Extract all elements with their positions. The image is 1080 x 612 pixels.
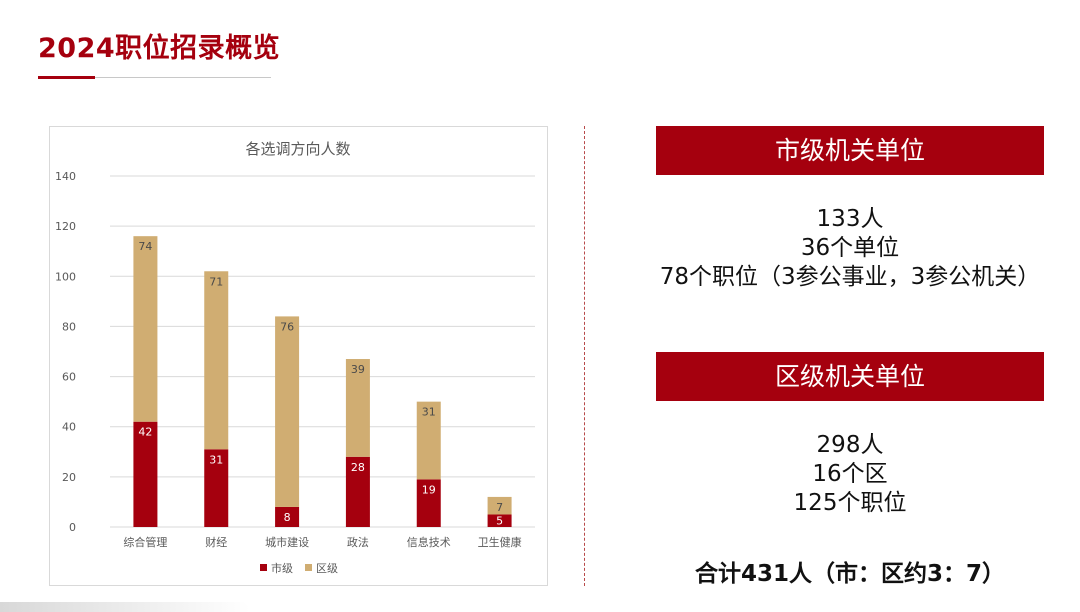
data-label: 8 bbox=[284, 511, 291, 524]
stacked-bar-chart: 各选调方向人数 0 20 40 60 80 100 120 140 42 74 综合管理 31 71 财经 8… bbox=[55, 140, 535, 575]
district-info-line: 298人 bbox=[816, 432, 884, 458]
city-info: 133人 36个单位 78个职位（3参公事业，3参公机关） bbox=[600, 205, 1080, 292]
data-label: 31 bbox=[422, 406, 436, 419]
x-tick-label: 财经 bbox=[205, 535, 227, 549]
chart-title: 各选调方向人数 bbox=[245, 140, 350, 158]
bar-city bbox=[416, 479, 441, 527]
legend-swatch-city bbox=[260, 564, 267, 571]
data-label: 42 bbox=[138, 426, 152, 439]
title-accent-rule bbox=[38, 76, 95, 79]
y-tick-label: 0 bbox=[69, 521, 76, 534]
bar-city bbox=[487, 514, 512, 527]
data-label: 5 bbox=[496, 515, 503, 528]
bar-city bbox=[275, 506, 300, 527]
data-label: 71 bbox=[209, 275, 223, 288]
page-title: 2024职位招录概览 bbox=[38, 33, 281, 64]
y-tick-label: 80 bbox=[62, 320, 76, 333]
data-label: 7 bbox=[496, 501, 503, 514]
x-tick-label: 卫生健康 bbox=[478, 535, 522, 549]
data-label: 28 bbox=[351, 461, 365, 474]
y-tick-label: 140 bbox=[55, 170, 76, 183]
x-tick-label: 综合管理 bbox=[123, 535, 167, 549]
title-underline bbox=[95, 77, 271, 78]
bar-district bbox=[204, 271, 229, 450]
x-tick-label: 政法 bbox=[347, 535, 369, 549]
city-info-line: 36个单位 bbox=[800, 235, 900, 261]
bar-district bbox=[416, 401, 441, 480]
district-info-line: 16个区 bbox=[812, 461, 888, 487]
city-info-line: 133人 bbox=[816, 206, 884, 232]
dashed-divider bbox=[584, 126, 585, 586]
y-tick-label: 100 bbox=[55, 270, 76, 283]
legend-swatch-district bbox=[305, 564, 312, 571]
x-tick-label: 信息技术 bbox=[407, 535, 451, 549]
y-tick-label: 60 bbox=[62, 371, 76, 384]
district-info-line: 125个职位 bbox=[793, 490, 907, 516]
data-label: 19 bbox=[422, 483, 436, 496]
data-label: 31 bbox=[209, 453, 223, 466]
bottom-shadow bbox=[0, 602, 250, 612]
data-label: 76 bbox=[280, 320, 294, 333]
chart-panel: 各选调方向人数 0 20 40 60 80 100 120 140 42 74 综合管理 31 71 财经 8… bbox=[49, 126, 548, 586]
bar-city bbox=[204, 449, 229, 527]
district-info: 298人 16个区 125个职位 bbox=[600, 431, 1080, 518]
bar-district bbox=[275, 316, 300, 507]
bar-city bbox=[133, 421, 158, 527]
city-info-line: 78个职位（3参公事业，3参公机关） bbox=[659, 264, 1041, 290]
district-header-banner: 区级机关单位 bbox=[656, 352, 1044, 401]
y-tick-label: 20 bbox=[62, 471, 76, 484]
bar-district bbox=[133, 236, 158, 422]
y-tick-label: 120 bbox=[55, 220, 76, 233]
bar-city bbox=[345, 456, 370, 527]
data-label: 39 bbox=[351, 363, 365, 376]
y-tick-label: 40 bbox=[62, 421, 76, 434]
bar-district bbox=[345, 359, 370, 457]
city-header-banner: 市级机关单位 bbox=[656, 126, 1044, 175]
data-label: 74 bbox=[138, 240, 152, 253]
bar-district bbox=[487, 496, 512, 515]
legend-label: 市级 bbox=[271, 561, 293, 575]
x-tick-label: 城市建设 bbox=[265, 535, 309, 549]
total-summary: 合计431人（市：区约3：7） bbox=[694, 561, 1006, 587]
legend-label: 区级 bbox=[316, 562, 338, 575]
